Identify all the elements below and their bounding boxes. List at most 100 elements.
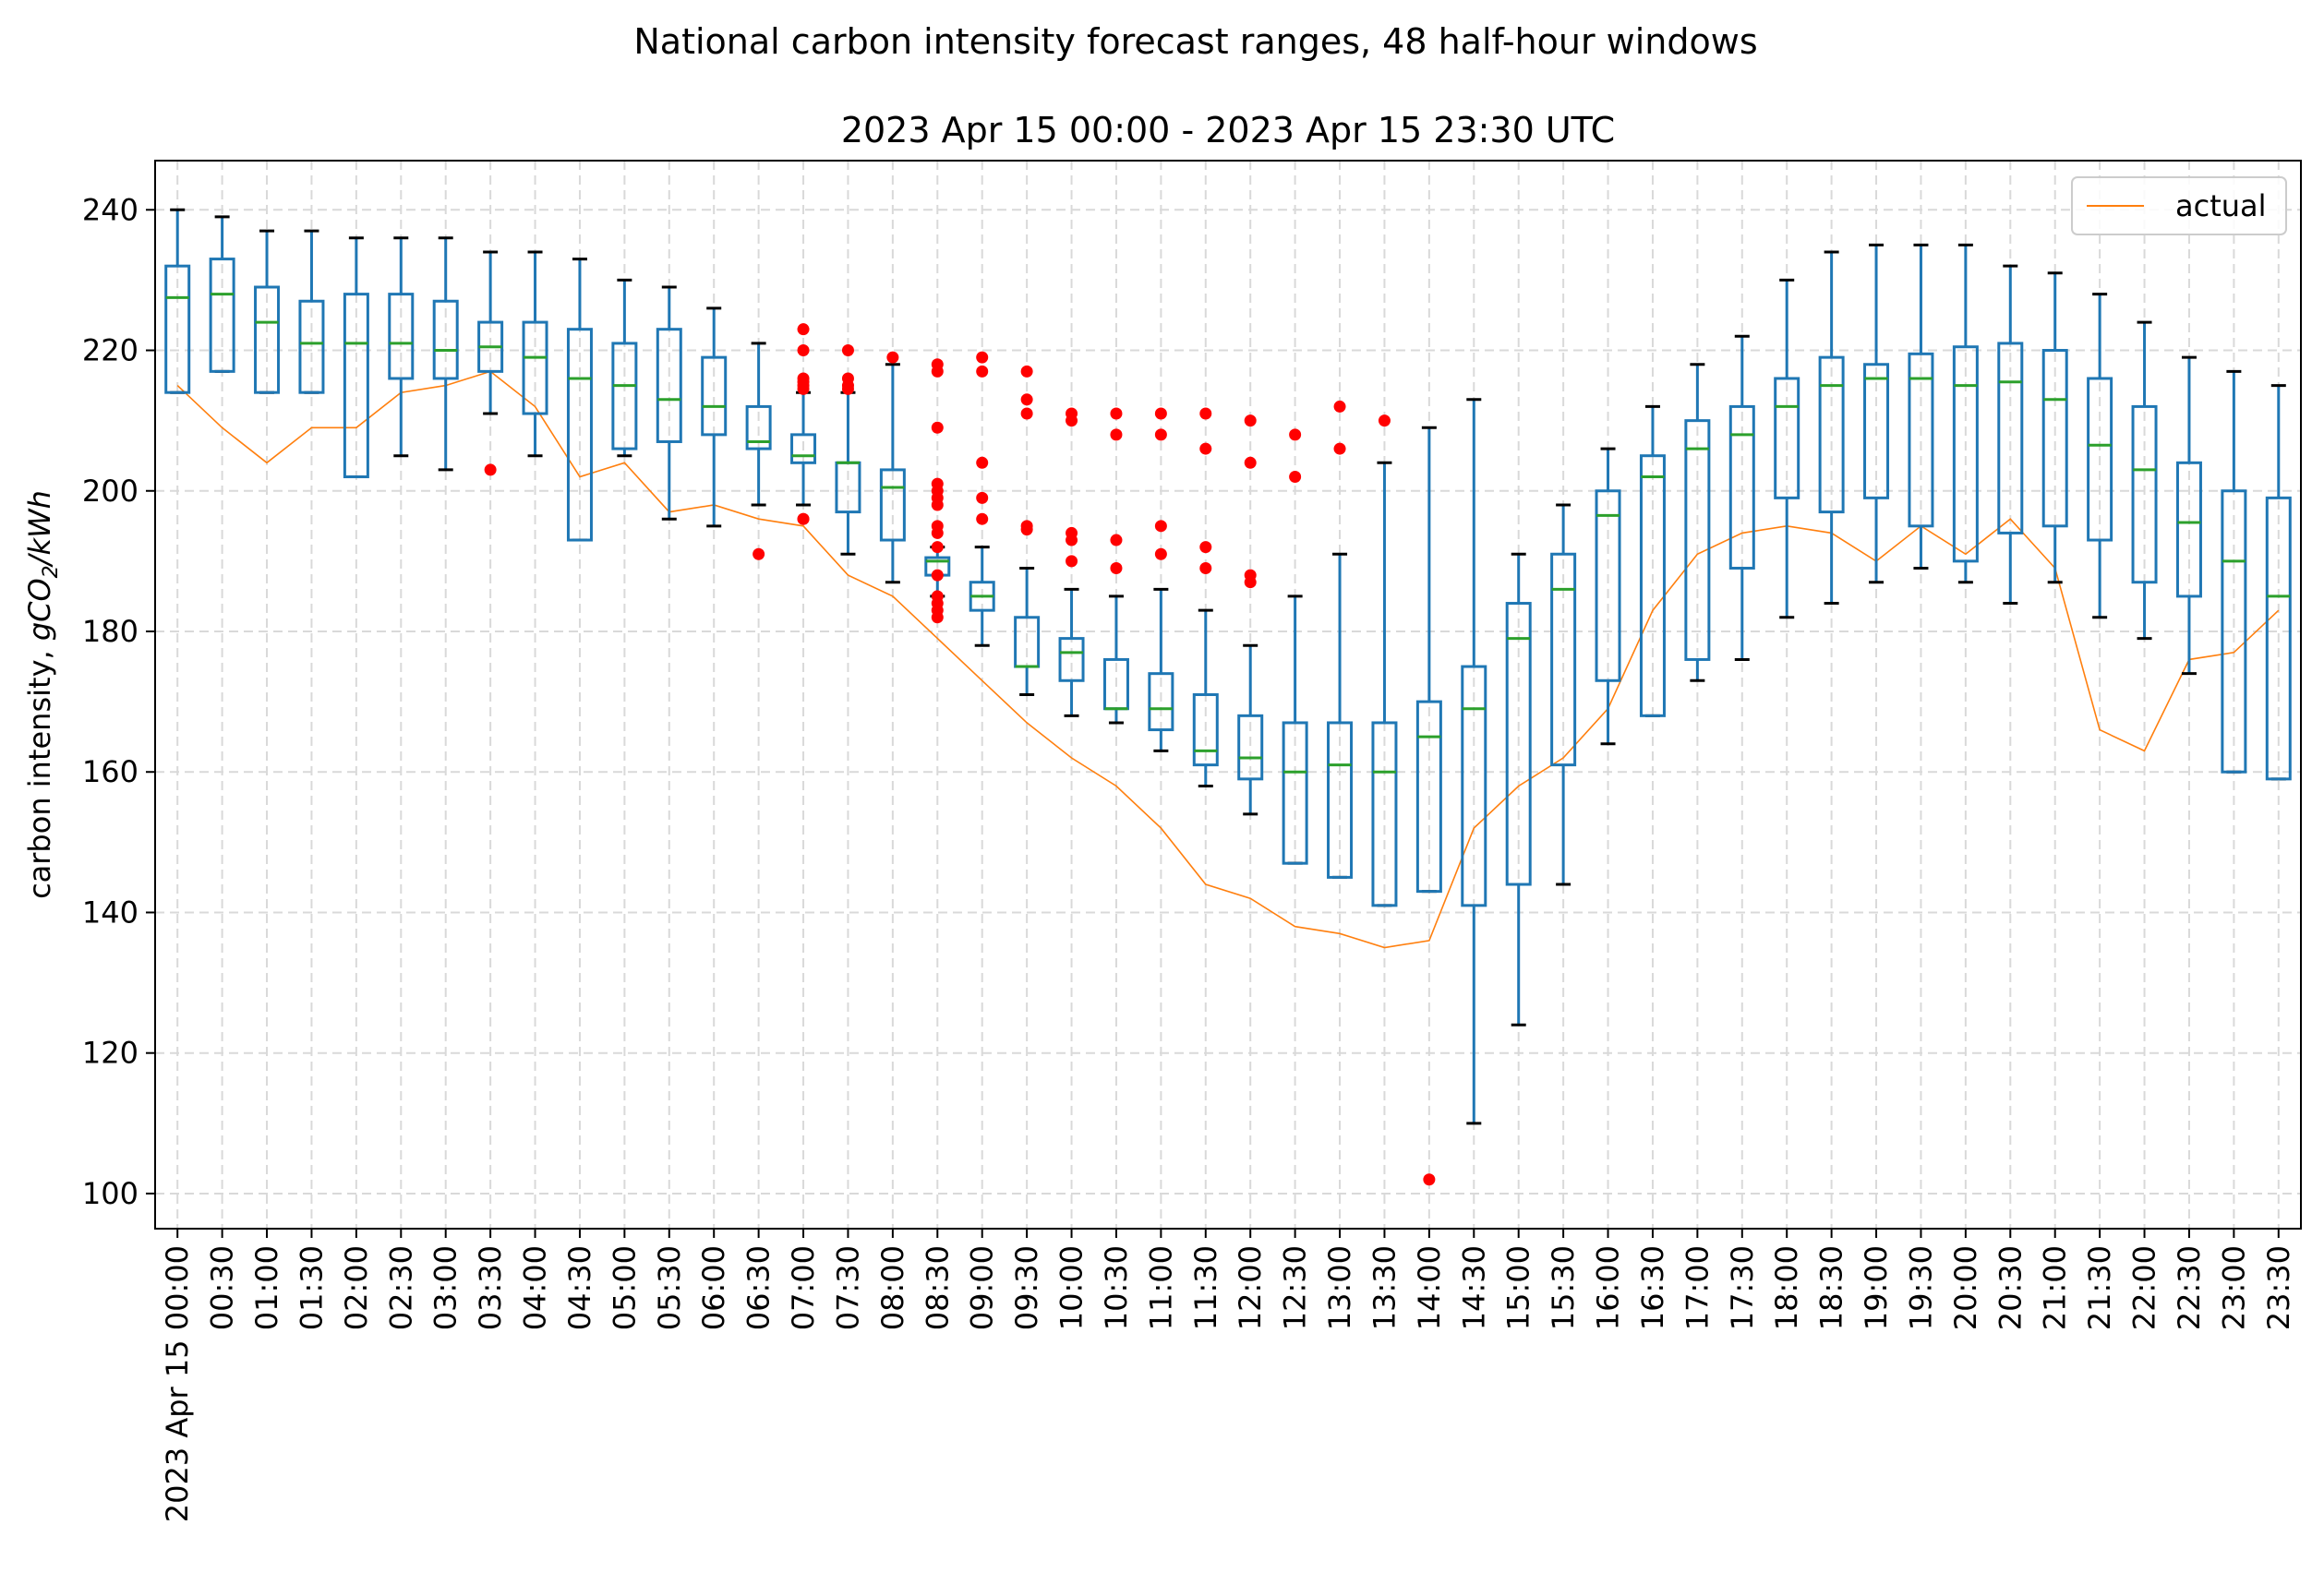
box [1014,566,1041,696]
box-outlier [1110,428,1123,441]
box-outlier [1244,569,1257,582]
box-outlier [976,491,989,504]
x-tick-label: 14:30 [1456,1245,1491,1330]
y-tick-label: 140 [82,895,138,930]
box [1415,426,1442,894]
box-body [790,433,817,464]
box [2265,384,2292,781]
box-body [1148,672,1174,732]
box-outlier [1423,1173,1436,1186]
box-outlier [1289,471,1302,484]
box-outlier [841,344,854,357]
box-outlier [1199,561,1212,574]
box-outlier [797,344,810,357]
box-outlier [1378,414,1391,427]
x-tick-label: 04:30 [562,1245,597,1330]
box-body [254,285,281,394]
box [1863,243,1890,584]
box [1684,363,1711,682]
y-axis-label-prefix: carbon intensity, [22,641,57,899]
box-outlier [1244,456,1257,469]
x-tick-label: 14:00 [1412,1245,1447,1330]
box-body [1505,602,1532,886]
box-body [2087,377,2113,542]
x-tick-label: 01:30 [294,1245,329,1330]
box-outlier [976,456,989,469]
box [432,236,459,472]
box-outlier [1066,555,1078,568]
box [1908,243,1934,570]
y-tick-label: 120 [82,1036,138,1071]
x-tick-label: 20:00 [1948,1245,1983,1330]
box-body [701,355,728,437]
y-tick-label: 220 [82,333,138,368]
x-tick-label: 23:00 [2216,1245,2251,1330]
x-tick-label: 17:00 [1680,1245,1715,1330]
box [1058,587,1085,717]
box-outlier [1020,520,1033,533]
box [1595,447,1621,746]
x-tick-label: 00:30 [205,1245,240,1330]
chart-suptitle: National carbon intensity forecast range… [633,21,1757,62]
x-tick-label: 22:00 [2127,1245,2162,1330]
box-outlier [976,365,989,378]
x-tick-label: 02:00 [339,1245,374,1330]
box [522,250,548,458]
box-outlier [1333,442,1346,455]
box-body [343,293,369,479]
box-outlier [1020,365,1033,378]
legend: actual [2071,176,2287,235]
x-tick-label: 16:30 [1635,1245,1670,1330]
x-tick-label: 10:30 [1099,1245,1134,1330]
box-body [1192,693,1219,767]
x-tick-label: 07:00 [786,1245,821,1330]
x-tick-label: 12:30 [1278,1245,1313,1330]
box [790,390,817,507]
legend-frame [2071,176,2287,235]
box-outlier [931,520,944,533]
box [1148,587,1174,752]
box-body [522,320,548,415]
box-outlier [976,512,989,525]
x-tick-label: 03:30 [473,1245,508,1330]
y-tick-label: 200 [82,474,138,509]
y-axis-unit-subscript: 2 [40,565,63,578]
box-outlier [1020,393,1033,406]
box-body [1774,377,1800,499]
box-body [432,299,459,380]
box [298,229,325,394]
box [879,363,906,584]
x-tick-label: 19:00 [1859,1245,1894,1330]
box-outlier [797,323,810,336]
box-outlier [1110,407,1123,420]
box-outlier [1110,561,1123,574]
x-tick-label: 08:00 [875,1245,910,1330]
box-body [1371,721,1398,907]
box [1192,608,1219,787]
box-outlier [1066,526,1078,539]
x-tick-label: 13:30 [1367,1245,1402,1330]
box [164,208,191,394]
box-body [1327,721,1354,879]
box-outlier [797,372,810,385]
box-outlier [1199,541,1212,554]
box-body [1237,714,1264,781]
box [209,215,235,373]
box-outlier [1154,520,1167,533]
x-tick-label: 06:00 [696,1245,731,1330]
box [388,236,415,458]
y-axis-unit-g: g [22,622,57,641]
outliers-layer [484,323,1436,1186]
box-body [566,328,593,542]
box-body [2175,461,2202,598]
box-body [209,258,235,373]
box-body [1908,352,1934,528]
box [1282,594,1308,865]
x-tick-label: 08:30 [920,1245,955,1330]
box-body [2131,404,2158,584]
x-tick-label: 22:30 [2172,1245,2207,1330]
x-tick-label: 13:00 [1322,1245,1357,1330]
box [2175,355,2202,676]
x-tick-label: 21:00 [2038,1245,2073,1330]
